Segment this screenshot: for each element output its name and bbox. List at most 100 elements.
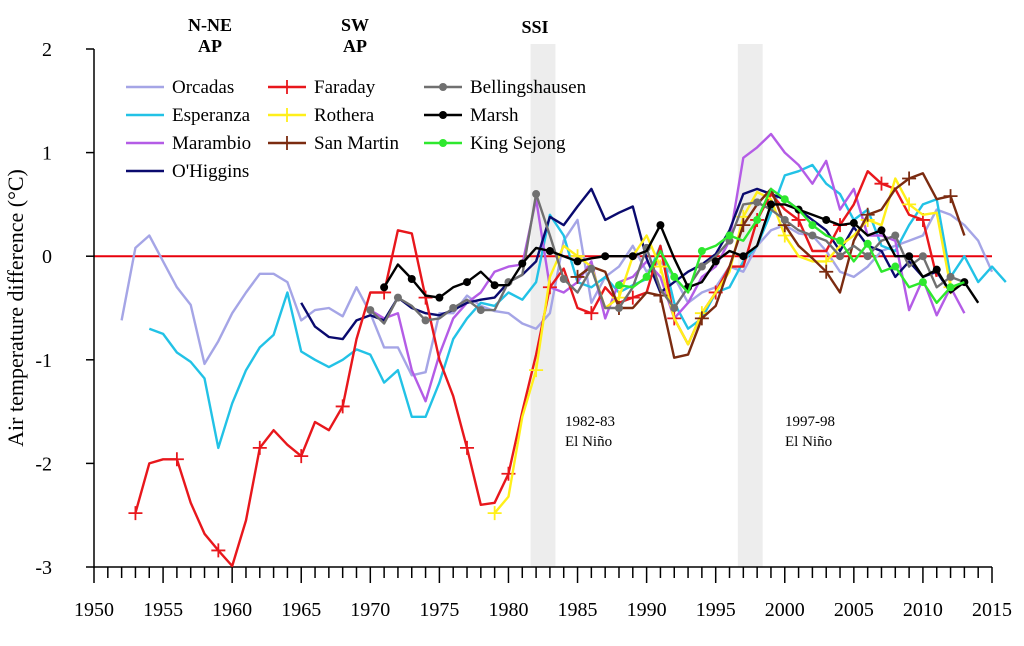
point-bellingshausen-2010 [918,252,927,261]
series-o-higgins [300,187,952,341]
point-faraday-1965 [294,449,309,464]
legend-item-orcadas: Orcadas [126,77,234,98]
x-tick-label-1970: 1970 [350,599,390,621]
point-king-sejong-2008 [891,262,900,271]
point-marsh-2009 [905,252,914,261]
point-king-sejong-1994 [697,247,706,256]
legend-marker-rothera [280,108,294,122]
point-marsh-2011 [932,265,941,274]
point-bellingshausen-2002 [808,231,817,240]
x-tick-label-1985: 1985 [558,599,598,621]
x-tick-label-1975: 1975 [419,599,459,621]
legend-label-o-higgins: O'Higgins [172,161,249,182]
point-marsh-1997 [739,252,748,261]
point-marsh-1995 [711,257,720,266]
point-marsh-1975 [435,293,444,302]
point-king-sejong-1992 [670,272,679,281]
point-bellingshausen-1976 [449,304,458,312]
point-san-martin-2012 [943,189,958,204]
legend-label-rothera: Rothera [314,105,375,126]
x-tick-label-1950: 1950 [74,599,114,621]
series-lines [120,132,1007,568]
legend-item-o-higgins: O'Higgins [126,161,249,182]
point-faraday-1977 [460,440,475,455]
y-tick-label-0: 0 [42,246,52,268]
x-tick-label-1995: 1995 [696,599,736,621]
legend-label-marsh: Marsh [470,105,519,126]
group-header-sw: SW AP [341,15,369,56]
legend-item-bellingshausen: Bellingshausen [424,77,587,98]
point-san-martin-1985 [570,269,585,284]
series-line-o-higgins [300,187,952,341]
legend: Orcadas Esperanza Marambio O'Higgins Faraday… [126,77,587,182]
point-san-martin-1994 [694,311,709,326]
x-tick-label-2000: 2000 [765,599,805,621]
event-2-label-line1: 1997-98 [785,414,835,430]
point-marsh-1999 [766,200,775,209]
point-faraday-1989 [625,290,640,305]
y-tick-label--3: -3 [35,557,52,579]
point-king-sejong-1988 [614,281,623,290]
point-bellingshausen-1998 [753,198,762,207]
point-marsh-1985 [573,257,582,266]
point-king-sejong-2006 [863,239,872,248]
point-king-sejong-1996 [725,231,734,240]
legend-label-san-martin: San Martin [314,133,399,154]
point-faraday-1986 [584,306,599,321]
point-bellingshausen-1970 [366,306,375,315]
point-faraday-2001 [791,212,806,227]
point-marsh-2007 [877,226,886,235]
point-king-sejong-2000 [780,195,789,204]
point-bellingshausen-2008 [891,231,900,240]
point-bellingshausen-2012 [946,272,955,281]
point-marsh-1991 [656,221,665,230]
point-faraday-1953 [128,506,143,521]
series-king-sejong [614,187,965,304]
point-king-sejong-1990 [642,272,651,281]
point-marsh-1973 [407,274,416,283]
point-bellingshausen-1974 [421,316,430,325]
legend-label-orcadas: Orcadas [172,77,234,98]
point-rothera-1982 [529,363,544,378]
point-marsh-2005 [849,219,858,228]
event-1-label-line2: El Niño [565,434,612,450]
legend-item-esperanza: Esperanza [126,105,251,126]
point-king-sejong-1998 [753,215,762,224]
x-tick-label-1960: 1960 [212,599,252,621]
group-header-sw-line1: SW [341,15,369,35]
point-marsh-1983 [545,247,554,256]
legend-marker-marsh [439,111,447,119]
point-rothera-1979 [487,506,502,521]
y-tick-label-1: 1 [42,143,52,165]
group-header-ssi-line1: SSI [521,17,548,37]
event-labels: 1982-83 El Niño 1997-98 El Niño [565,414,835,450]
point-faraday-1956 [169,452,184,467]
x-tick-label-1980: 1980 [488,599,528,621]
legend-item-san-martin: San Martin [268,133,399,154]
point-rothera-1991 [653,259,668,274]
legend-marker-king-sejong [439,139,447,147]
point-rothera-2009 [902,197,917,212]
point-bellingshausen-1994 [697,262,706,271]
axes: -3 -2 -1 0 1 2 1950 1955 1960 1965 1970 1975 1980 198… [35,39,1012,621]
point-bellingshausen-1992 [670,304,679,312]
point-san-martin-2006 [860,207,875,222]
legend-item-rothera: Rothera [268,105,375,126]
point-faraday-1974 [418,290,433,305]
point-bellingshausen-2000 [780,215,789,224]
point-bellingshausen-2006 [863,252,872,261]
y-axis-title: Air temperature difference (°C) [3,169,28,447]
legend-item-king-sejong: King Sejong [424,133,566,154]
x-tick-label-2005: 2005 [834,599,874,621]
point-marsh-1971 [380,283,389,292]
event-2-label-line2: El Niño [785,434,832,450]
group-header-sw-line2: AP [343,36,367,56]
point-marsh-1981 [518,259,527,268]
point-marsh-2003 [822,215,831,224]
point-bellingshausen-1986 [587,264,596,273]
point-king-sejong-2012 [946,283,955,292]
point-bellingshausen-1984 [559,274,568,283]
legend-label-esperanza: Esperanza [172,105,251,126]
